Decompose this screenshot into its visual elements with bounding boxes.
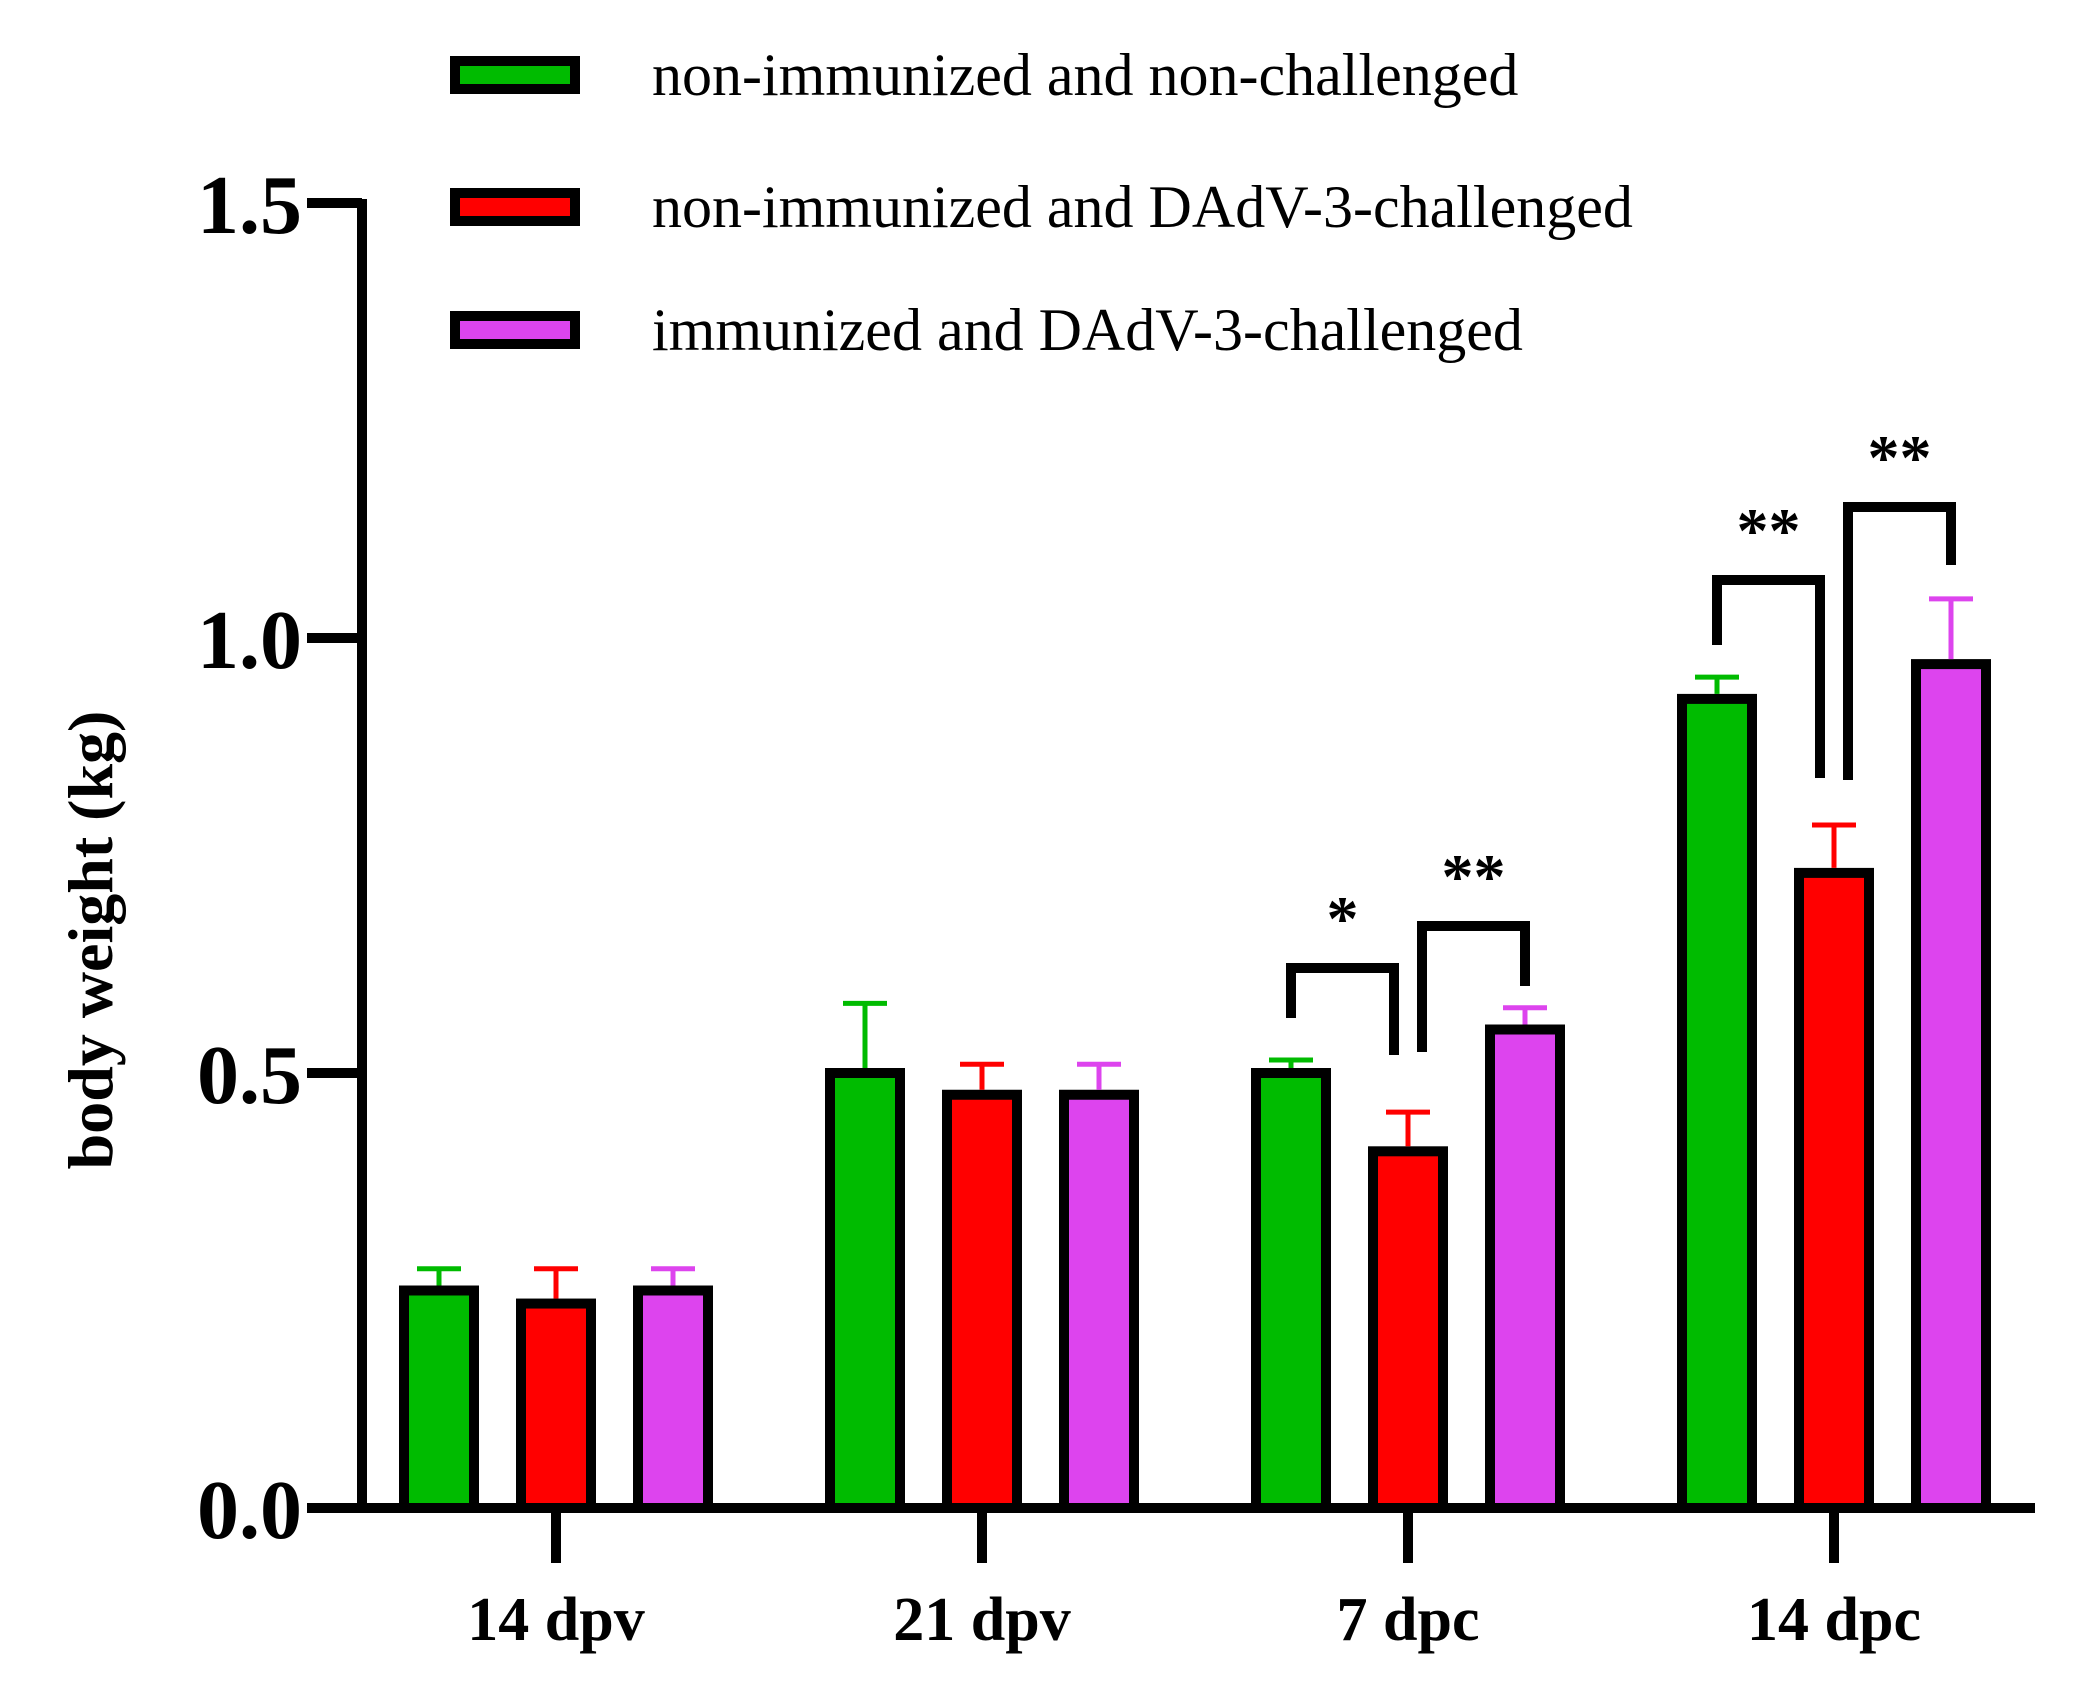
bar-3-4: [1911, 659, 1991, 1513]
significance-bracket: [1712, 575, 1825, 778]
bar-1-1: [399, 1285, 479, 1513]
y-tick-label: 1.5: [197, 159, 302, 252]
x-tick-label: 14 dpc: [1747, 1586, 1921, 1654]
significance-label: **: [1442, 841, 1506, 912]
y-tick-label: 1.0: [197, 594, 302, 687]
bar-2-1: [516, 1298, 596, 1514]
significance-bracket: [1417, 921, 1530, 1052]
legend-swatch-3: [450, 311, 580, 349]
bar-3-1: [633, 1285, 713, 1513]
significance-brackets: *******: [1286, 422, 1956, 1055]
legend-label-3: immunized and DAdV-3-challenged: [652, 297, 1523, 363]
legend: non-immunized and non-challenged non-immu…: [450, 42, 1633, 363]
bar-2-3: [1368, 1146, 1448, 1514]
legend-label-2: non-immunized and DAdV-3-challenged: [652, 174, 1633, 240]
bar-2-4: [1794, 867, 1874, 1513]
bar-2-2: [942, 1089, 1022, 1513]
legend-swatch-2: [450, 188, 580, 226]
bars: [399, 596, 1991, 1514]
bar-1-4: [1677, 693, 1757, 1513]
x-tick-label: 7 dpc: [1337, 1586, 1480, 1654]
legend-label-1: non-immunized and non-challenged: [652, 42, 1518, 108]
bar-1-3: [1251, 1068, 1331, 1513]
x-tick-label: 21 dpv: [893, 1586, 1070, 1654]
bar-3-2: [1059, 1089, 1139, 1513]
y-tick-label: 0.5: [197, 1029, 302, 1122]
bar-1-2: [825, 1068, 905, 1513]
significance-label: *: [1327, 883, 1359, 954]
y-axis-title: body weight (kg): [55, 711, 126, 1170]
significance-bracket: [1286, 963, 1399, 1055]
x-axis: 14 dpv 21 dpv 7 dpc 14 dpc: [357, 1503, 2035, 1654]
bar-3-3: [1485, 1024, 1565, 1513]
significance-bracket: [1843, 502, 1956, 780]
significance-label: **: [1737, 495, 1801, 566]
legend-swatch-1: [450, 56, 580, 94]
x-tick-label: 14 dpv: [467, 1586, 644, 1654]
y-axis: 0.0 0.5 1.0 1.5: [197, 159, 367, 1557]
y-tick-label: 0.0: [197, 1464, 302, 1557]
significance-label: **: [1868, 422, 1932, 493]
